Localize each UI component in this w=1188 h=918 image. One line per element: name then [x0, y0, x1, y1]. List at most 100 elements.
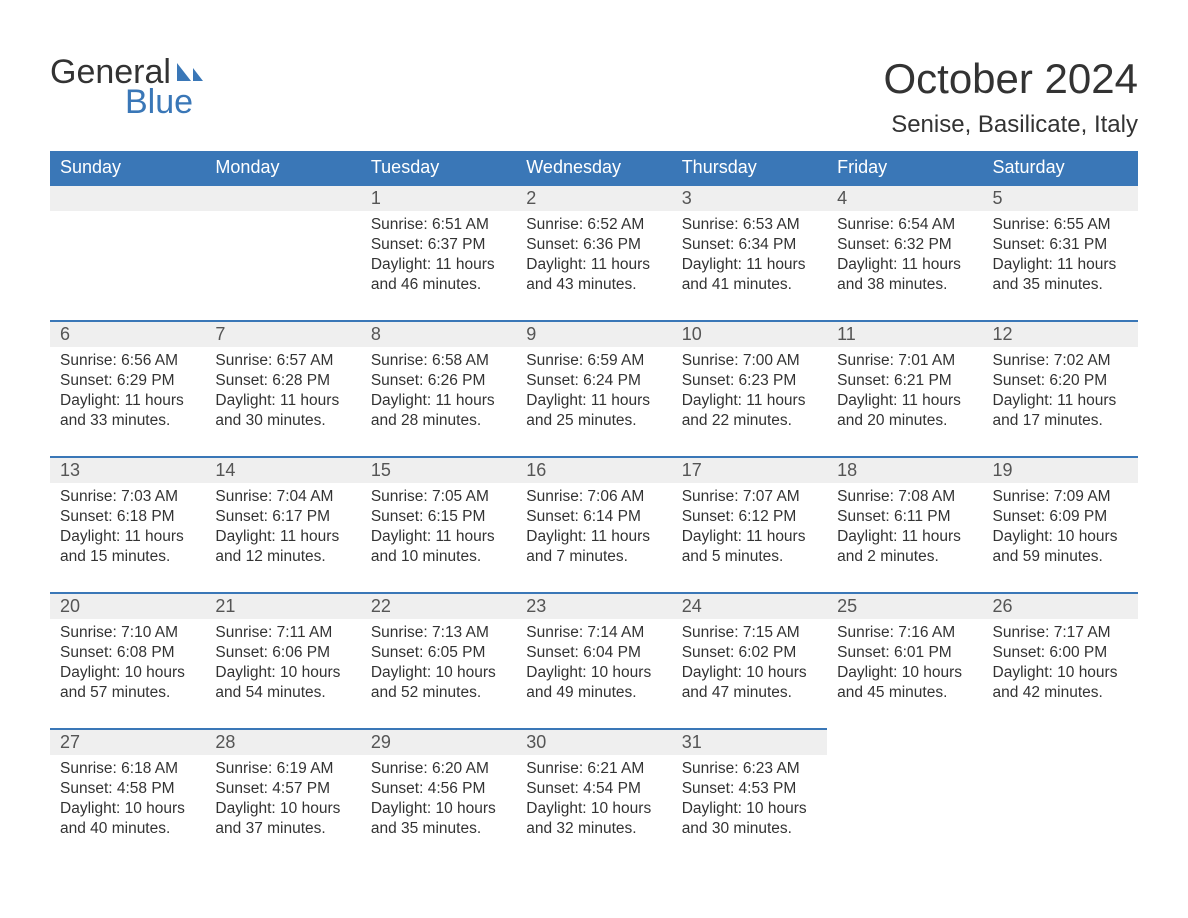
day-details: Sunrise: 7:11 AMSunset: 6:06 PMDaylight:… [205, 619, 360, 712]
calendar-cell: 18Sunrise: 7:08 AMSunset: 6:11 PMDayligh… [827, 456, 982, 592]
calendar-week-row: 27Sunrise: 6:18 AMSunset: 4:58 PMDayligh… [50, 728, 1138, 864]
calendar-cell: 4Sunrise: 6:54 AMSunset: 6:32 PMDaylight… [827, 184, 982, 320]
calendar-cell: 7Sunrise: 6:57 AMSunset: 6:28 PMDaylight… [205, 320, 360, 456]
calendar-cell: 1Sunrise: 6:51 AMSunset: 6:37 PMDaylight… [361, 184, 516, 320]
day-number: 20 [50, 592, 205, 619]
daylight-line: Daylight: 11 hours and 33 minutes. [60, 391, 195, 431]
sunrise-line: Sunrise: 7:15 AM [682, 623, 817, 643]
calendar-cell: 17Sunrise: 7:07 AMSunset: 6:12 PMDayligh… [672, 456, 827, 592]
daylight-line: Daylight: 11 hours and 22 minutes. [682, 391, 817, 431]
day-number: 6 [50, 320, 205, 347]
day-details: Sunrise: 7:15 AMSunset: 6:02 PMDaylight:… [672, 619, 827, 712]
daylight-line: Daylight: 10 hours and 42 minutes. [993, 663, 1128, 703]
location: Senise, Basilicate, Italy [883, 111, 1138, 139]
day-number: 22 [361, 592, 516, 619]
daylight-line: Daylight: 10 hours and 32 minutes. [526, 799, 661, 839]
calendar-table: SundayMondayTuesdayWednesdayThursdayFrid… [50, 151, 1138, 864]
calendar-cell: 30Sunrise: 6:21 AMSunset: 4:54 PMDayligh… [516, 728, 671, 864]
sunset-line: Sunset: 4:58 PM [60, 779, 195, 799]
day-details: Sunrise: 7:13 AMSunset: 6:05 PMDaylight:… [361, 619, 516, 712]
day-number: 14 [205, 456, 360, 483]
title-block: October 2024 Senise, Basilicate, Italy [883, 55, 1138, 139]
day-number-empty [827, 728, 982, 753]
sunrise-line: Sunrise: 7:10 AM [60, 623, 195, 643]
sunset-line: Sunset: 6:08 PM [60, 643, 195, 663]
day-details: Sunrise: 6:51 AMSunset: 6:37 PMDaylight:… [361, 211, 516, 304]
daylight-line: Daylight: 11 hours and 5 minutes. [682, 527, 817, 567]
sunset-line: Sunset: 6:12 PM [682, 507, 817, 527]
daylight-line: Daylight: 11 hours and 10 minutes. [371, 527, 506, 567]
sunset-line: Sunset: 6:15 PM [371, 507, 506, 527]
day-header: Saturday [983, 151, 1138, 184]
calendar-cell: 29Sunrise: 6:20 AMSunset: 4:56 PMDayligh… [361, 728, 516, 864]
calendar-cell: 15Sunrise: 7:05 AMSunset: 6:15 PMDayligh… [361, 456, 516, 592]
calendar-cell: 5Sunrise: 6:55 AMSunset: 6:31 PMDaylight… [983, 184, 1138, 320]
calendar-cell: 3Sunrise: 6:53 AMSunset: 6:34 PMDaylight… [672, 184, 827, 320]
sunset-line: Sunset: 6:02 PM [682, 643, 817, 663]
sunrise-line: Sunrise: 6:21 AM [526, 759, 661, 779]
sunrise-line: Sunrise: 6:18 AM [60, 759, 195, 779]
day-details: Sunrise: 7:08 AMSunset: 6:11 PMDaylight:… [827, 483, 982, 576]
day-number: 17 [672, 456, 827, 483]
day-details: Sunrise: 6:23 AMSunset: 4:53 PMDaylight:… [672, 755, 827, 848]
calendar-week-row: 1Sunrise: 6:51 AMSunset: 6:37 PMDaylight… [50, 184, 1138, 320]
day-details: Sunrise: 6:57 AMSunset: 6:28 PMDaylight:… [205, 347, 360, 440]
day-details: Sunrise: 6:58 AMSunset: 6:26 PMDaylight:… [361, 347, 516, 440]
sunrise-line: Sunrise: 7:04 AM [215, 487, 350, 507]
calendar-cell-empty [205, 184, 360, 320]
day-number: 12 [983, 320, 1138, 347]
brand-logo: General Blue [50, 55, 205, 119]
day-details: Sunrise: 7:01 AMSunset: 6:21 PMDaylight:… [827, 347, 982, 440]
daylight-line: Daylight: 10 hours and 45 minutes. [837, 663, 972, 703]
sunset-line: Sunset: 6:00 PM [993, 643, 1128, 663]
sunset-line: Sunset: 6:23 PM [682, 371, 817, 391]
sunrise-line: Sunrise: 6:58 AM [371, 351, 506, 371]
day-number: 27 [50, 728, 205, 755]
sunset-line: Sunset: 6:09 PM [993, 507, 1128, 527]
calendar-cell: 20Sunrise: 7:10 AMSunset: 6:08 PMDayligh… [50, 592, 205, 728]
daylight-line: Daylight: 11 hours and 38 minutes. [837, 255, 972, 295]
day-details: Sunrise: 7:10 AMSunset: 6:08 PMDaylight:… [50, 619, 205, 712]
calendar-cell: 31Sunrise: 6:23 AMSunset: 4:53 PMDayligh… [672, 728, 827, 864]
day-number: 28 [205, 728, 360, 755]
day-header: Thursday [672, 151, 827, 184]
sunrise-line: Sunrise: 7:06 AM [526, 487, 661, 507]
logo-word-blue: Blue [125, 85, 205, 119]
day-details: Sunrise: 6:53 AMSunset: 6:34 PMDaylight:… [672, 211, 827, 304]
calendar-cell: 12Sunrise: 7:02 AMSunset: 6:20 PMDayligh… [983, 320, 1138, 456]
sunset-line: Sunset: 6:04 PM [526, 643, 661, 663]
calendar-cell-empty [827, 728, 982, 864]
day-number: 21 [205, 592, 360, 619]
sunset-line: Sunset: 6:11 PM [837, 507, 972, 527]
sunset-line: Sunset: 6:36 PM [526, 235, 661, 255]
day-number: 24 [672, 592, 827, 619]
day-details: Sunrise: 6:18 AMSunset: 4:58 PMDaylight:… [50, 755, 205, 848]
sunset-line: Sunset: 6:17 PM [215, 507, 350, 527]
daylight-line: Daylight: 10 hours and 35 minutes. [371, 799, 506, 839]
sunrise-line: Sunrise: 7:01 AM [837, 351, 972, 371]
day-number: 31 [672, 728, 827, 755]
day-header: Friday [827, 151, 982, 184]
daylight-line: Daylight: 10 hours and 47 minutes. [682, 663, 817, 703]
day-header: Tuesday [361, 151, 516, 184]
daylight-line: Daylight: 11 hours and 2 minutes. [837, 527, 972, 567]
daylight-line: Daylight: 11 hours and 20 minutes. [837, 391, 972, 431]
day-details: Sunrise: 6:52 AMSunset: 6:36 PMDaylight:… [516, 211, 671, 304]
sunrise-line: Sunrise: 6:19 AM [215, 759, 350, 779]
sunrise-line: Sunrise: 7:13 AM [371, 623, 506, 643]
sunrise-line: Sunrise: 7:17 AM [993, 623, 1128, 643]
day-number: 15 [361, 456, 516, 483]
day-number: 29 [361, 728, 516, 755]
day-number: 13 [50, 456, 205, 483]
day-details: Sunrise: 7:07 AMSunset: 6:12 PMDaylight:… [672, 483, 827, 576]
daylight-line: Daylight: 10 hours and 37 minutes. [215, 799, 350, 839]
sunset-line: Sunset: 6:26 PM [371, 371, 506, 391]
sunset-line: Sunset: 6:05 PM [371, 643, 506, 663]
day-number: 1 [361, 184, 516, 211]
calendar-cell: 27Sunrise: 6:18 AMSunset: 4:58 PMDayligh… [50, 728, 205, 864]
day-number: 16 [516, 456, 671, 483]
daylight-line: Daylight: 10 hours and 54 minutes. [215, 663, 350, 703]
day-number: 18 [827, 456, 982, 483]
sunrise-line: Sunrise: 6:56 AM [60, 351, 195, 371]
calendar-cell: 6Sunrise: 6:56 AMSunset: 6:29 PMDaylight… [50, 320, 205, 456]
